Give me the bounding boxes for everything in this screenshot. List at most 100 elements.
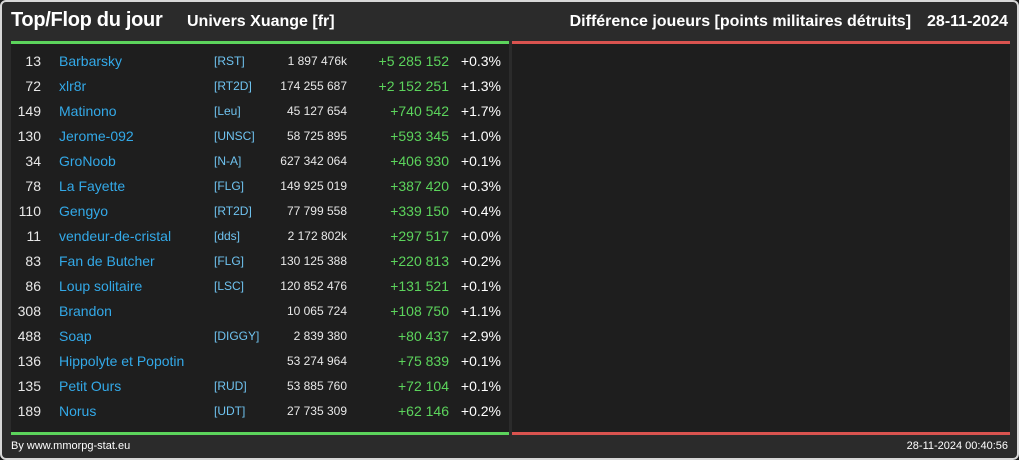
alliance-tag: [UNSC] bbox=[214, 129, 255, 143]
points-difference: +740 542 bbox=[390, 103, 449, 119]
percent-change: +2.9% bbox=[460, 328, 501, 344]
alliance-tag: [LSC] bbox=[214, 279, 245, 293]
percent-change: +1.7% bbox=[460, 103, 501, 119]
points-difference: +593 345 bbox=[390, 128, 449, 144]
player-rank: 83 bbox=[25, 253, 41, 269]
player-points: 77 799 558 bbox=[286, 204, 347, 218]
player-name-link[interactable]: Hippolyte et Popotin bbox=[59, 353, 185, 369]
player-name-link[interactable]: Jerome-092 bbox=[59, 128, 134, 144]
player-rank: 13 bbox=[25, 53, 41, 69]
percent-change: +0.1% bbox=[460, 378, 501, 394]
points-difference: +75 839 bbox=[398, 353, 449, 369]
footer-timestamp: 28-11-2024 00:40:56 bbox=[906, 440, 1008, 452]
list-item: 13 Barbarsky [RST] 1 897 476k +5 285 152 +0.3… bbox=[11, 49, 509, 74]
player-points: 174 255 687 bbox=[280, 79, 347, 93]
points-difference: +108 750 bbox=[390, 303, 449, 319]
player-rank: 11 bbox=[26, 228, 41, 244]
player-name-link[interactable]: Petit Ours bbox=[59, 378, 122, 394]
player-rank: 34 bbox=[25, 153, 41, 169]
player-name-link[interactable]: La Fayette bbox=[59, 178, 126, 194]
player-points: 1 897 476k bbox=[287, 54, 347, 68]
list-item: 130 Jerome-092 [UNSC] 58 725 895 +593 345 +1.… bbox=[11, 124, 509, 149]
page-title: Top/Flop du jour bbox=[11, 9, 163, 31]
points-difference: +62 146 bbox=[398, 403, 449, 419]
percent-change: +0.1% bbox=[460, 278, 501, 294]
list-item: 83 Fan de Butcher [FLG] 130 125 388 +220 813… bbox=[11, 249, 509, 274]
player-name-link[interactable]: Matinono bbox=[59, 103, 117, 119]
points-difference: +72 104 bbox=[398, 378, 449, 394]
percent-change: +0.3% bbox=[460, 53, 501, 69]
alliance-tag: [UDT] bbox=[214, 404, 246, 418]
points-difference: +131 521 bbox=[390, 278, 449, 294]
percent-change: +0.4% bbox=[460, 203, 501, 219]
metric-label: Différence joueurs [points militaires dé… bbox=[569, 13, 912, 30]
list-item: 135 Petit Ours [RUD] 53 885 760 +72 104 +0.1% bbox=[11, 374, 509, 399]
list-item: 78 La Fayette [FLG] 149 925 019 +387 420 +0.3… bbox=[11, 174, 509, 199]
player-points: 120 852 476 bbox=[280, 279, 347, 293]
percent-change: +1.1% bbox=[460, 303, 501, 319]
player-name-link[interactable]: GroNoob bbox=[59, 153, 116, 169]
player-name-link[interactable]: Barbarsky bbox=[59, 53, 123, 69]
player-name-link[interactable]: Norus bbox=[59, 403, 97, 419]
header-date: 28-11-2024 bbox=[927, 13, 1008, 30]
player-points: 149 925 019 bbox=[280, 179, 347, 193]
percent-change: +1.3% bbox=[460, 78, 501, 94]
top-divider-green bbox=[11, 41, 509, 44]
player-rank: 86 bbox=[25, 278, 41, 294]
footer-credit: By www.mmorpg-stat.eu bbox=[11, 440, 131, 452]
alliance-tag: [dds] bbox=[214, 229, 241, 243]
top-divider-red bbox=[512, 41, 1010, 44]
player-name-link[interactable]: Brandon bbox=[59, 303, 112, 319]
list-item: 34 GroNoob [N-A] 627 342 064 +406 930 +0.1% bbox=[11, 149, 509, 174]
points-difference: +297 517 bbox=[390, 228, 449, 244]
alliance-tag: [N-A] bbox=[214, 154, 242, 168]
player-rank: 78 bbox=[25, 178, 41, 194]
percent-change: +0.2% bbox=[460, 403, 501, 419]
percent-change: +0.3% bbox=[460, 178, 501, 194]
player-rank: 110 bbox=[18, 203, 41, 219]
header: Top/Flop du jour Univers Xuange [fr] Dif… bbox=[2, 2, 1017, 42]
player-name-link[interactable]: Fan de Butcher bbox=[59, 253, 155, 269]
points-difference: +80 437 bbox=[398, 328, 449, 344]
top-list: 13 Barbarsky [RST] 1 897 476k +5 285 152 +0.3… bbox=[11, 49, 509, 424]
alliance-tag: [RT2D] bbox=[214, 204, 252, 218]
points-difference: +387 420 bbox=[390, 178, 449, 194]
player-rank: 488 bbox=[17, 328, 41, 344]
alliance-tag: [Leu] bbox=[214, 104, 241, 118]
player-points: 58 725 895 bbox=[286, 129, 347, 143]
percent-change: +0.0% bbox=[460, 228, 501, 244]
player-points: 53 885 760 bbox=[286, 379, 347, 393]
player-name-link[interactable]: Soap bbox=[59, 328, 92, 344]
player-points: 27 735 309 bbox=[286, 404, 347, 418]
list-item: 488 Soap [DIGGY] 2 839 380 +80 437 +2.9% bbox=[11, 324, 509, 349]
percent-change: +0.1% bbox=[460, 153, 501, 169]
player-name-link[interactable]: Gengyo bbox=[59, 203, 109, 219]
percent-change: +0.1% bbox=[460, 353, 501, 369]
points-difference: +5 285 152 bbox=[378, 53, 449, 69]
player-points: 10 065 724 bbox=[286, 304, 347, 318]
player-rank: 130 bbox=[17, 128, 41, 144]
player-name-link[interactable]: vendeur-de-cristal bbox=[59, 228, 172, 244]
player-points: 53 274 964 bbox=[286, 354, 347, 368]
alliance-tag: [RT2D] bbox=[214, 79, 252, 93]
player-points: 45 127 654 bbox=[286, 104, 347, 118]
player-points: 627 342 064 bbox=[280, 154, 347, 168]
player-name-link[interactable]: xlr8r bbox=[59, 78, 87, 94]
list-item: 72 xlr8r [RT2D] 174 255 687 +2 152 251 +1.3% bbox=[11, 74, 509, 99]
percent-change: +1.0% bbox=[460, 128, 501, 144]
list-item: 149 Matinono [Leu] 45 127 654 +740 542 +1.7% bbox=[11, 99, 509, 124]
alliance-tag: [RST] bbox=[214, 54, 245, 68]
flop-panel bbox=[512, 44, 1010, 432]
player-rank: 135 bbox=[17, 378, 41, 394]
bottom-divider-green bbox=[11, 432, 509, 435]
bottom-divider-red bbox=[512, 432, 1010, 435]
list-item: 136 Hippolyte et Popotin 53 274 964 +75 839… bbox=[11, 349, 509, 374]
points-difference: +406 930 bbox=[390, 153, 449, 169]
alliance-tag: [FLG] bbox=[214, 179, 245, 193]
top-panel: 13 Barbarsky [RST] 1 897 476k +5 285 152 +0.3… bbox=[11, 44, 509, 432]
player-name-link[interactable]: Loup solitaire bbox=[59, 278, 143, 294]
player-points: 2 172 802k bbox=[287, 229, 347, 243]
list-item: 308 Brandon 10 065 724 +108 750 +1.1% bbox=[11, 299, 509, 324]
list-item: 110 Gengyo [RT2D] 77 799 558 +339 150 +0.4% bbox=[11, 199, 509, 224]
